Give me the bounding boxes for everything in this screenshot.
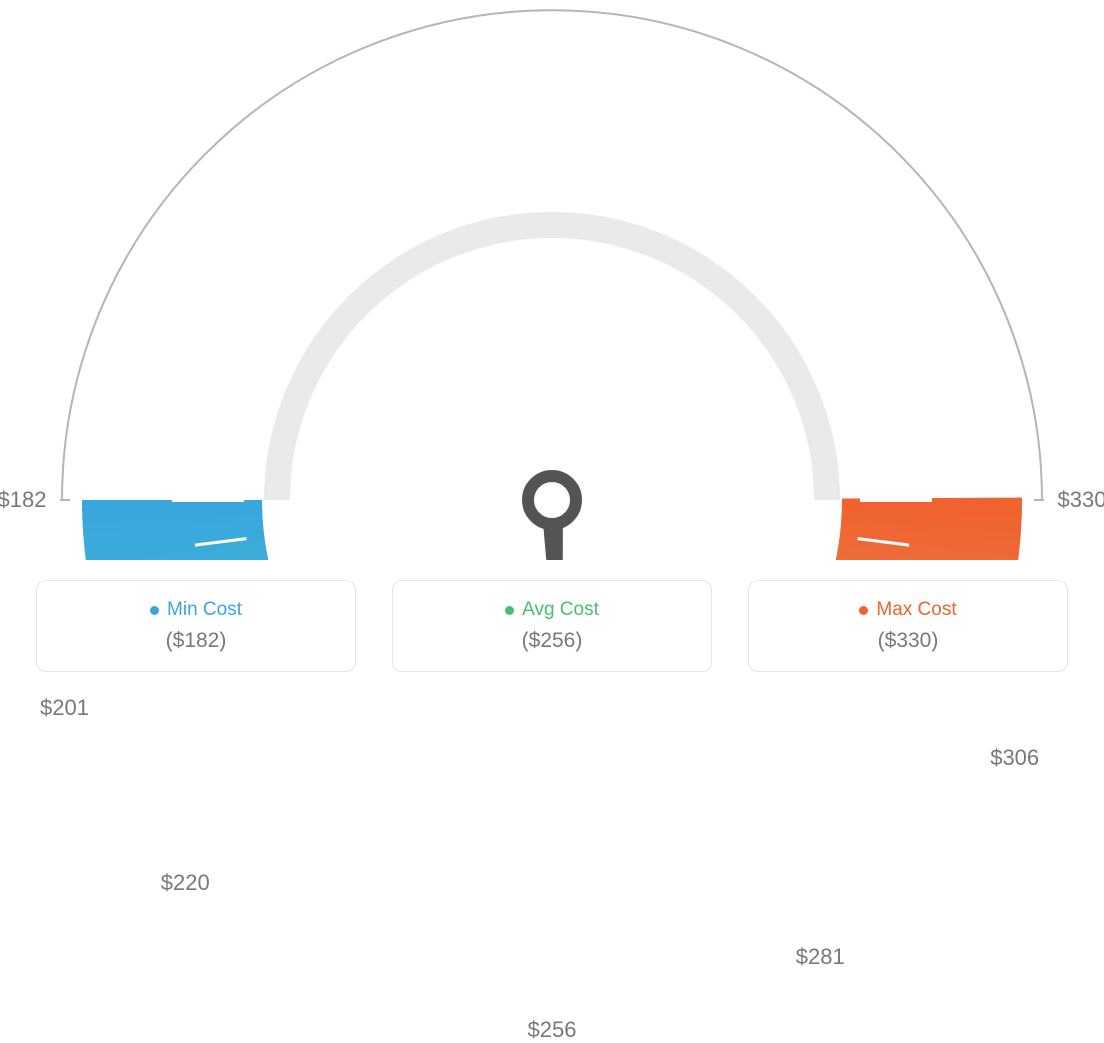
- legend-value-min: ($182): [166, 629, 227, 653]
- legend-row: Min Cost ($182) Avg Cost ($256) Max Cost…: [0, 580, 1104, 672]
- scale-label: $281: [796, 944, 845, 970]
- legend-label-avg: Avg Cost: [522, 599, 599, 621]
- legend-value-max: ($330): [878, 629, 939, 653]
- scale-label: $256: [528, 1017, 577, 1043]
- legend-label-min: Min Cost: [167, 599, 242, 621]
- gauge-inner-ring: [277, 225, 827, 500]
- scale-label: $182: [0, 487, 46, 513]
- legend-label-max: Max Cost: [876, 599, 956, 621]
- gauge-outer-rim: [62, 10, 1042, 500]
- legend-top-min: Min Cost: [150, 599, 242, 621]
- legend-dot-max: [859, 606, 868, 615]
- legend-dot-min: [150, 606, 159, 615]
- legend-card-max: Max Cost ($330): [748, 580, 1068, 672]
- legend-top-avg: Avg Cost: [505, 599, 599, 621]
- legend-card-avg: Avg Cost ($256): [392, 580, 712, 672]
- gauge-svg: [0, 0, 1104, 560]
- legend-card-min: Min Cost ($182): [36, 580, 356, 672]
- legend-value-avg: ($256): [522, 629, 583, 653]
- scale-label: $330: [1058, 487, 1104, 513]
- scale-label: $306: [990, 745, 1039, 771]
- legend-top-max: Max Cost: [859, 599, 956, 621]
- scale-label: $201: [40, 695, 89, 721]
- gauge-area: $182$201$220$256$281$306$330: [0, 0, 1104, 560]
- gauge-needle-hub: [528, 476, 576, 524]
- legend-dot-avg: [505, 606, 514, 615]
- scale-label: $220: [161, 870, 210, 896]
